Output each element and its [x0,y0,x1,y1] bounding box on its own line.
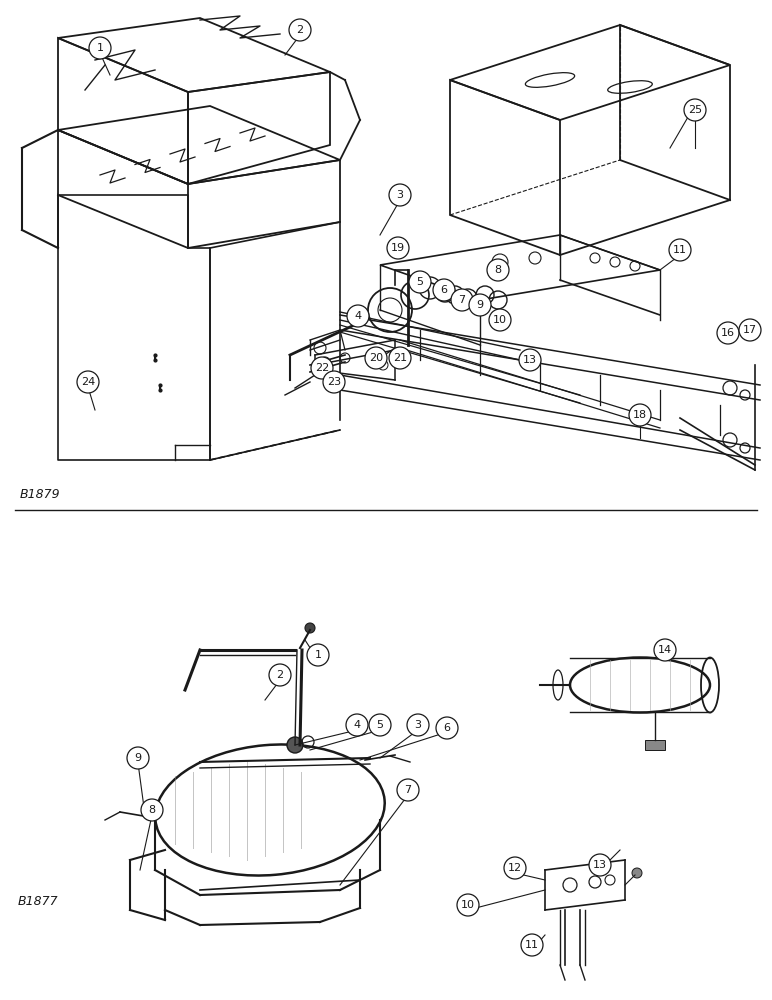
Text: B1877: B1877 [18,895,59,908]
Text: 9: 9 [134,753,141,763]
Text: 6: 6 [441,285,448,295]
Text: 10: 10 [493,315,507,325]
Text: 1: 1 [314,650,321,660]
Text: 1: 1 [96,43,103,53]
Circle shape [487,259,509,281]
Text: 8: 8 [148,805,156,815]
Circle shape [589,854,611,876]
Circle shape [77,371,99,393]
Text: 7: 7 [405,785,411,795]
Circle shape [654,639,676,661]
Circle shape [269,664,291,686]
Text: 4: 4 [354,720,361,730]
Circle shape [669,239,691,261]
Circle shape [365,347,387,369]
Text: 21: 21 [393,353,407,363]
Circle shape [433,279,455,301]
Text: 5: 5 [377,720,384,730]
Circle shape [289,19,311,41]
Text: 3: 3 [397,190,404,200]
Circle shape [323,371,345,393]
Text: 2: 2 [276,670,283,680]
Circle shape [311,357,333,379]
Circle shape [347,305,369,327]
Text: B1879: B1879 [20,488,61,501]
Text: 3: 3 [415,720,422,730]
Text: 22: 22 [315,363,329,373]
Text: 16: 16 [721,328,735,338]
Text: 25: 25 [688,105,702,115]
Circle shape [629,404,651,426]
Circle shape [717,322,739,344]
Text: 11: 11 [525,940,539,950]
Text: 13: 13 [593,860,607,870]
Circle shape [407,714,429,736]
Text: 5: 5 [417,277,424,287]
Circle shape [451,289,473,311]
Circle shape [409,271,431,293]
Text: 6: 6 [443,723,451,733]
Text: 23: 23 [327,377,341,387]
Circle shape [307,644,329,666]
Circle shape [469,294,491,316]
Text: 20: 20 [369,353,383,363]
Circle shape [504,857,526,879]
Text: 12: 12 [508,863,522,873]
Circle shape [632,868,642,878]
Bar [645,740,665,750]
Text: 24: 24 [81,377,95,387]
Circle shape [89,37,111,59]
Circle shape [457,894,479,916]
Text: 8: 8 [494,265,502,275]
Circle shape [521,934,543,956]
Text: 13: 13 [523,355,537,365]
Circle shape [369,714,391,736]
Circle shape [684,99,706,121]
Circle shape [141,799,163,821]
Text: 9: 9 [476,300,483,310]
Circle shape [346,714,368,736]
Circle shape [287,737,303,753]
Circle shape [389,347,411,369]
Circle shape [389,184,411,206]
Circle shape [519,349,541,371]
Circle shape [489,309,511,331]
Circle shape [305,623,315,633]
Text: 4: 4 [354,311,361,321]
Circle shape [127,747,149,769]
Text: 17: 17 [743,325,757,335]
Circle shape [436,717,458,739]
Text: 7: 7 [459,295,466,305]
Text: 11: 11 [673,245,687,255]
Circle shape [739,319,761,341]
Circle shape [397,779,419,801]
Text: 18: 18 [633,410,647,420]
Circle shape [387,237,409,259]
Text: 14: 14 [658,645,672,655]
Text: 10: 10 [461,900,475,910]
Text: 19: 19 [391,243,405,253]
Text: 2: 2 [296,25,303,35]
